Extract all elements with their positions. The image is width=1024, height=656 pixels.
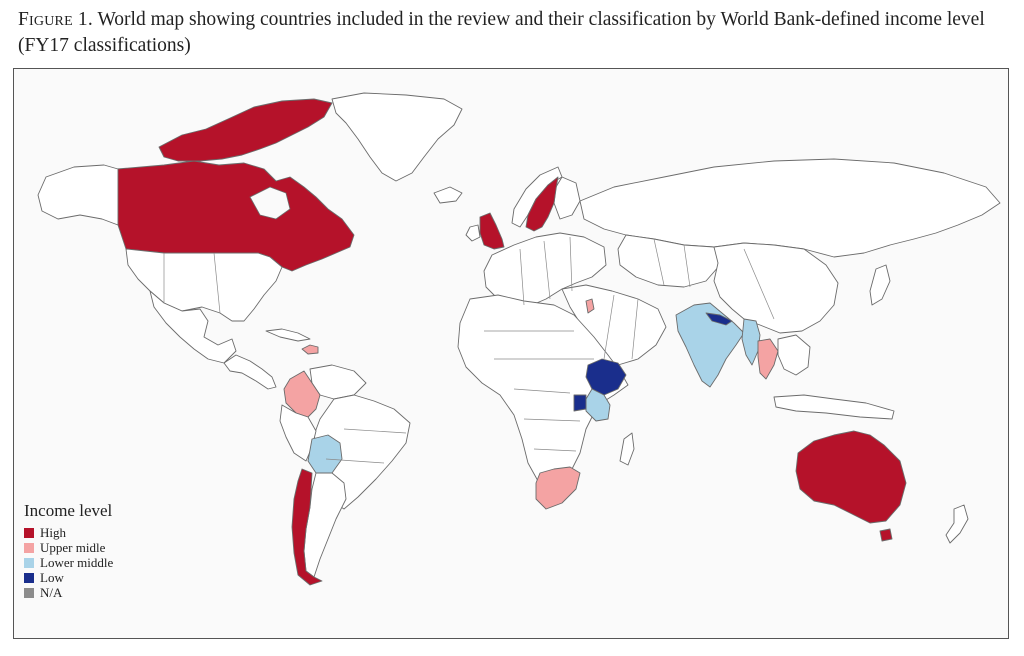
legend-label-lower-middle: Lower middle	[40, 555, 114, 570]
country-europe	[483, 232, 607, 306]
country-colombia	[283, 370, 321, 418]
legend-item-lower-middle: Lower middle	[24, 555, 184, 570]
legend-swatch-lower-middle	[24, 557, 34, 568]
world-map: Income level High Upper midle Lower midd…	[13, 68, 1009, 639]
country-alaska	[37, 164, 119, 226]
country-africa	[457, 294, 629, 486]
country-ethiopia	[585, 358, 627, 396]
figure-caption: Figure 1. World map showing countries in…	[18, 7, 1008, 59]
country-lebanon	[585, 298, 595, 314]
legend-item-low: Low	[24, 570, 184, 585]
country-sweden	[525, 176, 559, 232]
country-central-asia	[617, 234, 721, 288]
country-nepal	[705, 312, 733, 326]
country-usa	[125, 248, 283, 322]
country-bolivia	[307, 434, 343, 474]
country-chile	[291, 468, 323, 586]
legend-label-high: High	[40, 525, 66, 540]
caption-lead: Figure 1.	[18, 9, 93, 30]
country-finland	[553, 176, 581, 220]
country-united-kingdom	[479, 212, 505, 250]
country-madagascar	[619, 432, 635, 466]
legend-item-upper-middle: Upper midle	[24, 540, 184, 555]
legend-item-na: N/A	[24, 585, 184, 600]
legend-swatch-upper-middle	[24, 542, 34, 553]
country-central-america	[223, 354, 277, 390]
country-cuba	[265, 328, 311, 342]
country-new-zealand	[945, 504, 969, 544]
country-mexico	[149, 290, 237, 364]
country-thailand	[757, 338, 779, 380]
country-greenland	[331, 92, 463, 182]
country-south-africa	[535, 466, 581, 510]
legend-swatch-high	[24, 527, 34, 538]
country-australia	[795, 430, 907, 524]
map-legend: Income level High Upper midle Lower midd…	[24, 501, 184, 600]
legend-title: Income level	[24, 501, 113, 520]
country-se-asia	[777, 334, 811, 376]
legend-label-upper-middle: Upper midle	[40, 540, 106, 555]
legend-label-na: N/A	[40, 585, 63, 600]
legend-label-low: Low	[40, 570, 64, 585]
country-indonesia	[773, 394, 895, 420]
legend-swatch-na	[24, 587, 34, 598]
country-tasmania	[879, 528, 893, 542]
legend-item-high: High	[24, 525, 184, 540]
country-china	[713, 242, 839, 334]
legend-swatch-low	[24, 572, 34, 583]
country-myanmar	[741, 318, 761, 366]
country-ireland	[465, 224, 481, 242]
caption-text: World map showing countries included in …	[18, 9, 985, 56]
country-uganda	[573, 394, 587, 412]
country-iceland	[433, 186, 463, 204]
hudson-bay	[249, 186, 291, 220]
country-japan	[869, 264, 891, 306]
world-map-svg	[37, 92, 1001, 586]
map-borders	[163, 236, 775, 464]
country-dominican-republic	[301, 344, 319, 355]
country-canada-islands	[158, 98, 333, 162]
